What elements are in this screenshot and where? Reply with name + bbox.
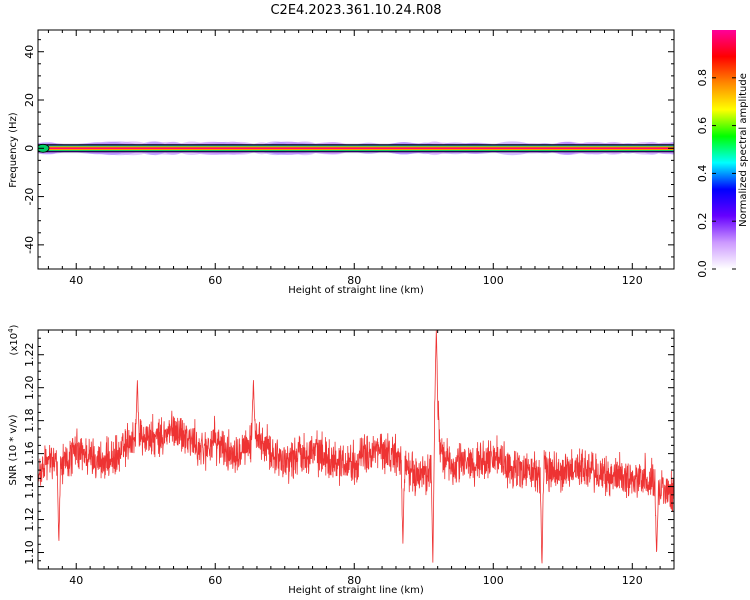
snr-x-tick-label: 40: [69, 574, 83, 587]
colorbar-label: Normalized spectral amplitude: [738, 73, 749, 227]
snr-line: [38, 330, 674, 564]
spectrogram-x-tick-label: 100: [483, 274, 504, 287]
spectrogram-x-ticks: 40 60 80 100 120: [47, 30, 675, 287]
snr-x-tick-label: 60: [208, 574, 222, 587]
snr-y-tick-label: 1.16: [23, 441, 36, 466]
snr-panel: 40 60 80 100 120 1.10 1.12 1.14 1.16 1.18 1.20 1.2…: [7, 324, 675, 596]
snr-y-tick-label: 1.12: [23, 507, 36, 532]
spectrogram-y-tick-label: 40: [23, 45, 36, 59]
snr-y-axis-label: SNR (10 * v/v): [8, 414, 19, 485]
spectrogram-y-tick-label: -20: [23, 188, 36, 206]
spectrogram-x-tick-label: 120: [622, 274, 643, 287]
spectrogram-x-axis-label: Height of straight line (km): [288, 285, 424, 296]
colorbar-tick-label: 0.6: [696, 117, 709, 135]
snr-y-tick-label: 1.22: [23, 342, 36, 367]
colorbar: 0.0 0.2 0.4 0.6 0.8 Normalized spectral ampl…: [696, 30, 749, 278]
snr-y-tick-label: 1.20: [23, 375, 36, 400]
colorbar-tick-label: 0.8: [696, 69, 709, 87]
snr-series: [38, 330, 674, 564]
spectrogram-panel: 40 60 80 100 120 -40 -20 0 20 40 Height of strai…: [8, 29, 675, 296]
spectrogram-y-axis-label: Frequency (Hz): [8, 112, 19, 188]
colorbar-gradient: [712, 30, 736, 269]
snr-y-ticks: 1.10 1.12 1.14 1.16 1.18 1.20 1.22: [23, 329, 674, 570]
colorbar-tick-label: 0.0: [696, 260, 709, 278]
chart-title: C2E4.2023.361.10.24.R08: [270, 3, 441, 18]
snr-plot-area: [38, 330, 674, 569]
snr-x-tick-label: 80: [347, 574, 361, 587]
spectrogram-x-tick-label: 40: [69, 274, 83, 287]
spectrogram-y-tick-label: -40: [23, 236, 36, 254]
snr-x-tick-label: 120: [622, 574, 643, 587]
snr-y-tick-label: 1.18: [23, 408, 36, 433]
spectrogram-x-tick-label: 80: [347, 274, 361, 287]
frequency-band: [38, 141, 674, 156]
colorbar-tick-label: 0.4: [696, 165, 709, 183]
spectrogram-y-ticks: -40 -20 0 20 40: [23, 39, 674, 270]
snr-x-tick-label: 100: [483, 574, 504, 587]
spectrogram-y-tick-label: 20: [23, 93, 36, 107]
spectrogram-x-tick-label: 60: [208, 274, 222, 287]
snr-y-tick-label: 1.10: [23, 540, 36, 565]
spectrogram-frame: [37, 29, 675, 270]
snr-x-axis-label: Height of straight line (km): [288, 585, 424, 596]
colorbar-ticks: 0.0 0.2 0.4 0.6 0.8: [696, 69, 736, 278]
spectrogram-y-tick-label: 0: [23, 145, 36, 152]
snr-y-tick-label: 1.14: [23, 474, 36, 499]
snr-y-scale-factor: (x104): [7, 324, 20, 355]
colorbar-tick-label: 0.2: [696, 212, 709, 230]
snr-frame: [37, 329, 675, 570]
snr-x-ticks: 40 60 80 100 120: [47, 330, 675, 587]
